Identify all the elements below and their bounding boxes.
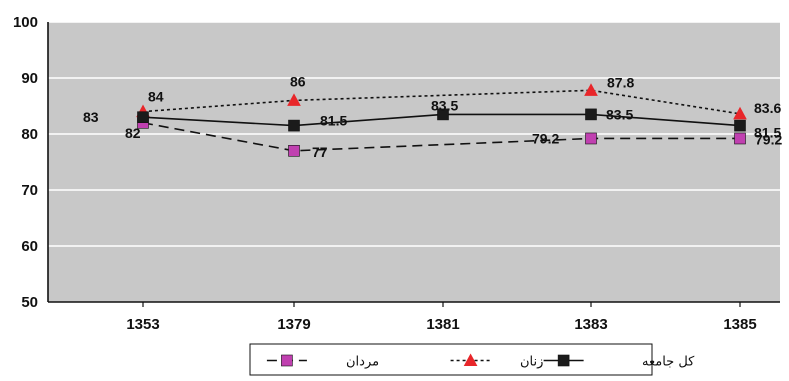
data-label: 84 xyxy=(148,89,164,105)
data-point-marker xyxy=(281,354,293,367)
data-label: 82 xyxy=(125,125,141,141)
data-point-marker xyxy=(733,106,747,120)
data-label: 77 xyxy=(312,144,328,160)
data-label: 86 xyxy=(290,73,306,89)
legend-entry-label: کل جامعه xyxy=(642,355,695,370)
x-tick-label: 1353 xyxy=(126,316,159,333)
legend-entry-label: زنان xyxy=(520,355,543,370)
data-point-marker xyxy=(734,119,746,132)
data-point-marker xyxy=(437,108,449,121)
data-label: 83 xyxy=(83,109,99,125)
data-point-marker xyxy=(585,108,597,121)
data-label: 79.2 xyxy=(532,130,559,146)
data-label: 83.5 xyxy=(431,97,458,113)
data-label: 79.2 xyxy=(755,131,782,147)
data-point-marker xyxy=(288,119,300,132)
y-tick-label: 100 xyxy=(13,14,38,31)
data-label: 81.5 xyxy=(320,113,347,129)
data-point-marker xyxy=(137,111,149,123)
data-point-marker xyxy=(287,93,301,106)
data-label: 87.8 xyxy=(607,74,634,90)
data-point-marker xyxy=(734,132,746,145)
x-tick-label: 1383 xyxy=(574,316,607,333)
y-tick-label: 50 xyxy=(21,294,38,311)
data-point-marker xyxy=(584,83,598,96)
x-tick-label: 1379 xyxy=(277,316,310,333)
series-line xyxy=(142,89,741,115)
data-point-marker xyxy=(288,145,300,157)
data-label: 81.5 xyxy=(754,125,781,141)
legend: کل جامعه زنان مردان xyxy=(249,343,695,376)
data-point-marker xyxy=(585,132,597,145)
data-label: 83.5 xyxy=(606,106,633,122)
plot-area xyxy=(48,22,780,302)
legend-box xyxy=(249,343,653,376)
data-label: 83.6 xyxy=(754,100,781,116)
x-tick-label: 1385 xyxy=(723,316,756,333)
data-point-marker xyxy=(557,354,570,367)
x-tick-label: 1381 xyxy=(426,316,459,333)
y-tick-label: 60 xyxy=(21,238,38,255)
y-tick-label: 70 xyxy=(21,182,38,199)
data-point-marker xyxy=(463,353,478,366)
legend-entry-label: مردان xyxy=(346,355,379,370)
y-tick-label: 90 xyxy=(21,70,38,87)
y-tick-label: 80 xyxy=(21,126,38,143)
